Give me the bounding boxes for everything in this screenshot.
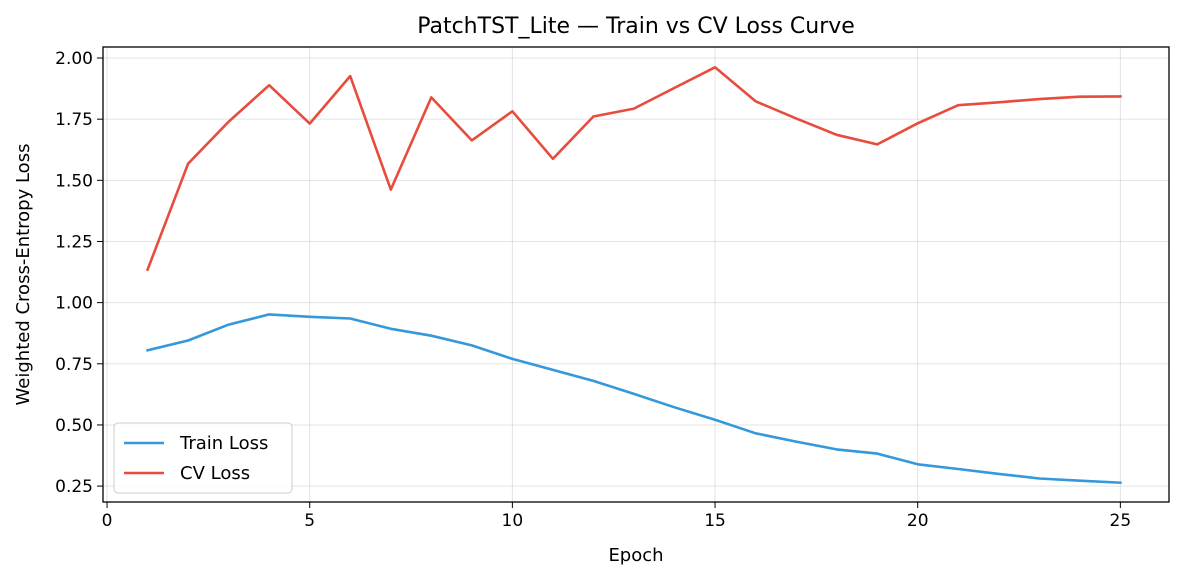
y-tick-label: 0.75 — [55, 355, 93, 375]
y-tick-label: 1.25 — [55, 232, 93, 252]
x-axis: 0 5 10 15 20 25 — [102, 502, 1132, 531]
legend-label: CV Loss — [180, 463, 250, 484]
y-tick-label: 2.00 — [55, 49, 93, 69]
x-tick-label: 5 — [304, 511, 315, 531]
cv-loss-line — [145, 66, 1122, 272]
legend: Train Loss CV Loss — [113, 422, 293, 494]
x-tick-label: 20 — [907, 511, 929, 531]
x-axis-title: Epoch — [608, 545, 663, 566]
y-tick-label: 1.00 — [55, 294, 93, 314]
y-tick-label: 1.50 — [55, 171, 93, 191]
x-tick-label: 15 — [704, 511, 726, 531]
y-tick-label: 0.25 — [55, 477, 93, 497]
grid — [103, 47, 1169, 502]
x-tick-label: 25 — [1110, 511, 1132, 531]
legend-label: Train Loss — [179, 433, 268, 454]
x-tick-label: 10 — [502, 511, 524, 531]
plot-frame — [102, 46, 1170, 503]
y-tick-label: 1.75 — [55, 110, 93, 130]
y-axis: 0.25 0.50 0.75 1.00 1.25 1.50 1.75 2.00 — [55, 49, 103, 497]
x-tick-label: 0 — [102, 511, 113, 531]
y-tick-label: 0.50 — [55, 416, 93, 436]
legend-box — [113, 422, 293, 494]
train-loss-line — [146, 313, 1122, 485]
chart-title: PatchTST_Lite — Train vs CV Loss Curve — [417, 14, 855, 39]
series-layer — [145, 66, 1122, 485]
y-axis-title: Weighted Cross-Entropy Loss — [13, 144, 34, 406]
